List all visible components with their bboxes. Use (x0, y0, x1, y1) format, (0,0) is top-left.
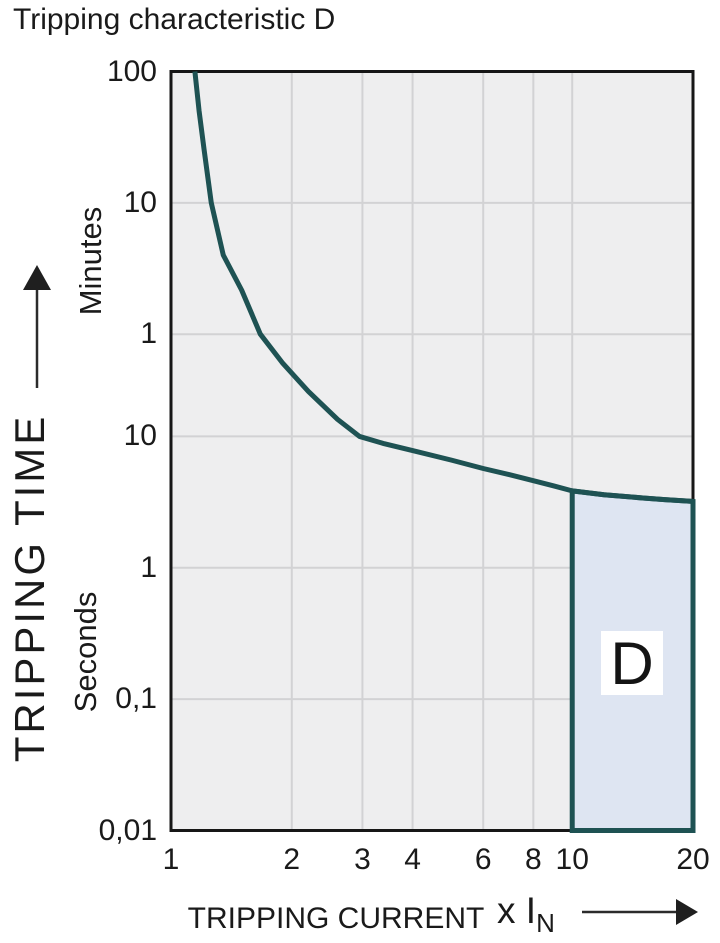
x-axis-unit: x IN (497, 890, 555, 939)
x-tick-label: 8 (524, 843, 542, 876)
y-tick-label: 100 (106, 54, 157, 88)
y-tick-label: 10 (123, 185, 157, 219)
x-tick-label: 2 (283, 843, 301, 876)
plot-border (169, 70, 695, 832)
y-axis-unit-minutes: Minutes (73, 206, 108, 316)
y-axis-arrow-icon (23, 265, 51, 388)
x-tick-label: 10 (555, 843, 589, 876)
x-tick-label: 20 (676, 843, 710, 876)
y-tick-label: 0,01 (98, 813, 157, 847)
region-label-box: D (601, 629, 663, 697)
x-tick-label: 1 (162, 843, 180, 876)
x-axis-unit-symbol: x I (497, 890, 537, 931)
x-tick-label: 6 (474, 843, 492, 876)
y-axis-title: TRIPPING TIME (6, 413, 53, 763)
x-tick-label: 3 (354, 843, 371, 876)
tripping-curve (192, 71, 694, 504)
x-axis-unit-subscript: N (536, 908, 555, 938)
plot-layers (169, 70, 696, 833)
y-axis-unit-seconds: Seconds (68, 591, 103, 713)
x-axis-arrow-icon (582, 899, 698, 925)
y-tick-label: 1 (140, 550, 157, 584)
y-tick-label: 10 (123, 419, 157, 453)
chart-title: Tripping characteristic D (13, 3, 336, 36)
x-tick-label: 4 (404, 843, 421, 876)
x-axis-title: TRIPPING CURRENT (187, 902, 485, 935)
region-label: D (610, 629, 654, 697)
y-tick-label: 1 (140, 317, 157, 351)
y-tick-label: 0,1 (115, 682, 157, 716)
